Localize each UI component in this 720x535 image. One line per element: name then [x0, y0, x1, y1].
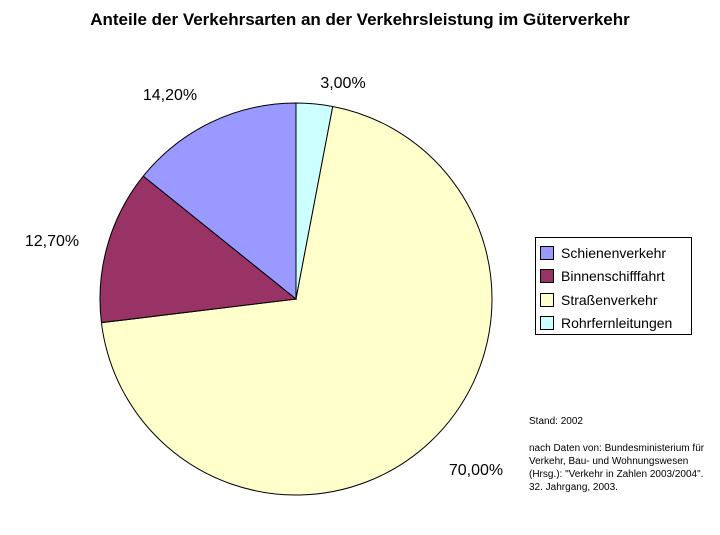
legend-swatch — [540, 269, 554, 284]
data-label-schienenverkehr: 14,20% — [143, 87, 197, 104]
pie-slice-binnenschifffahrt — [99, 175, 298, 324]
data-label-rohrfernleitungen: 3,00% — [320, 75, 365, 92]
legend-item-strassenverkehr: Straßenverkehr — [540, 288, 691, 312]
legend-swatch — [540, 316, 554, 331]
legend-label: Rohrfernleitungen — [561, 315, 673, 332]
legend: Schienenverkehr Binnenschifffahrt Straße… — [535, 237, 692, 335]
legend-item-rohrfernleitungen: Rohrfernleitungen — [540, 312, 691, 336]
data-label-strassenverkehr: 70,00% — [449, 462, 503, 479]
legend-label: Binnenschifffahrt — [561, 268, 665, 285]
source-line: nach Daten von: Bundesministerium für — [529, 443, 705, 454]
legend-item-schienenverkehr: Schienenverkehr — [540, 241, 691, 265]
legend-item-binnenschifffahrt: Binnenschifffahrt — [540, 265, 691, 289]
legend-swatch — [540, 245, 554, 260]
source-stand: Stand: 2002 — [529, 416, 583, 427]
source-note: Stand: 2002 nach Daten von: Bundesminist… — [529, 415, 719, 494]
source-line: Verkehr, Bau- und Wohnungswesen — [529, 456, 689, 467]
pie-slice-strassenverkehr — [100, 105, 493, 496]
legend-swatch — [540, 292, 554, 307]
data-label-binnenschifffahrt: 12,70% — [25, 233, 79, 250]
legend-label: Schienenverkehr — [561, 244, 667, 261]
source-line: 32. Jahrgang, 2003. — [529, 482, 618, 493]
source-line: (Hrsg.): "Verkehr in Zahlen 2003/2004". — [529, 469, 704, 480]
pie-slice-schienenverkehr — [142, 102, 297, 301]
chart-title: Anteile der Verkehrsarten an der Verkehr… — [90, 10, 630, 29]
legend-label: Straßenverkehr — [561, 291, 658, 308]
